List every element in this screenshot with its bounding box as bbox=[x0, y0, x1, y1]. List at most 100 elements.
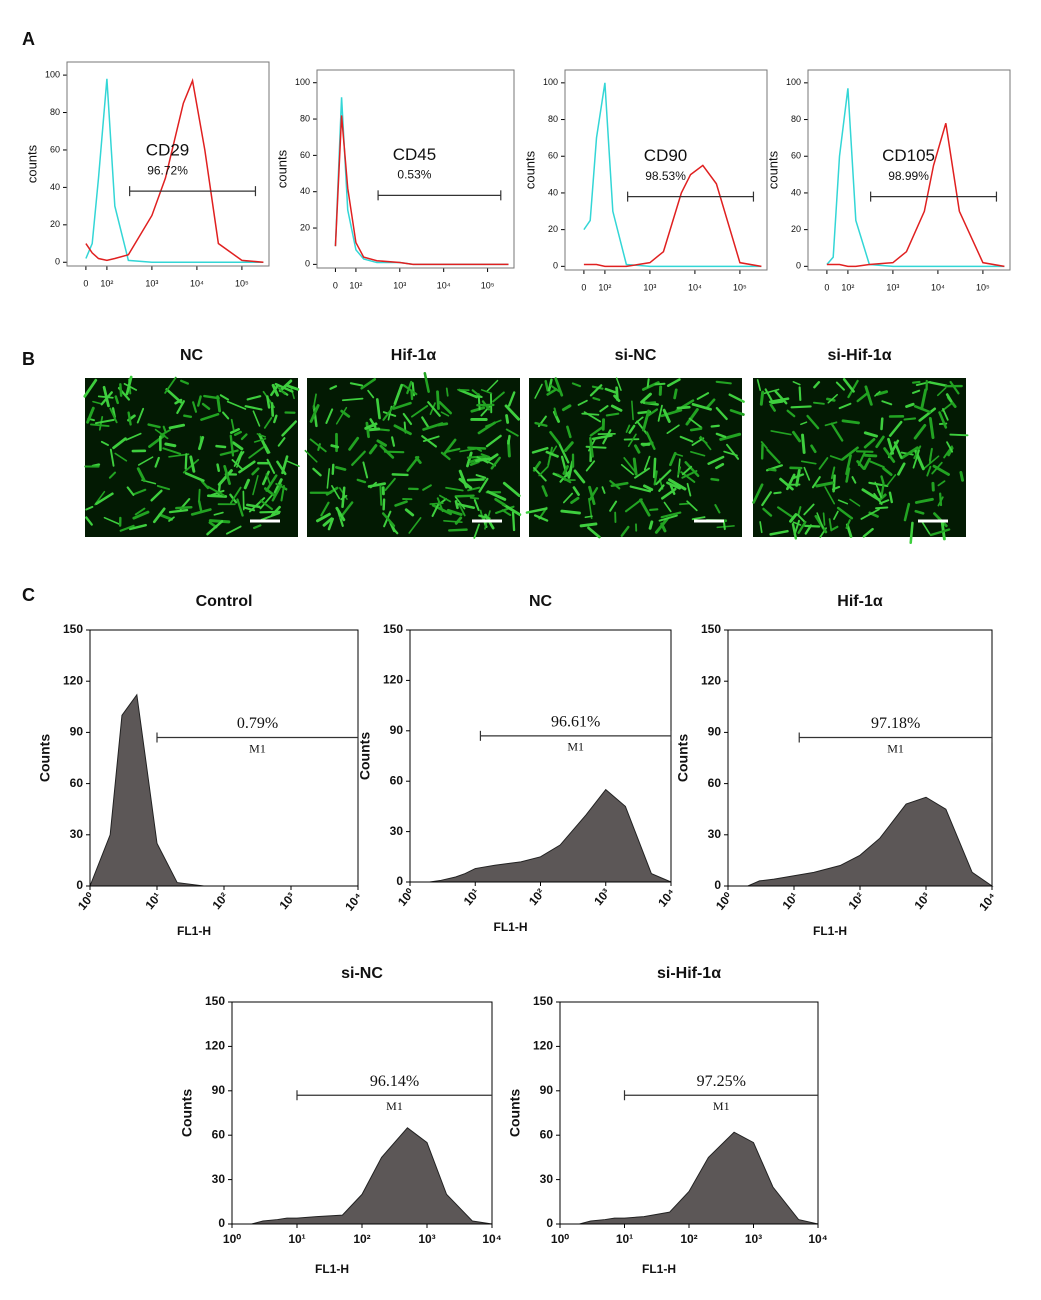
cell bbox=[660, 511, 682, 519]
y-axis-label: counts bbox=[24, 144, 39, 183]
cell bbox=[469, 460, 480, 466]
cell bbox=[486, 490, 507, 501]
cell bbox=[176, 400, 185, 415]
cell bbox=[649, 508, 659, 512]
cell bbox=[773, 491, 782, 495]
histogram-line bbox=[826, 88, 1005, 268]
cell bbox=[422, 422, 444, 431]
cell bbox=[248, 446, 265, 459]
cell bbox=[903, 502, 911, 522]
cell bbox=[654, 382, 666, 386]
cell bbox=[315, 512, 331, 523]
cell bbox=[83, 378, 98, 398]
cell bbox=[335, 465, 347, 471]
cell bbox=[554, 377, 564, 397]
cell bbox=[126, 486, 135, 496]
cell bbox=[863, 438, 876, 449]
micrograph bbox=[529, 378, 742, 537]
cell bbox=[779, 477, 794, 491]
y-tick-label: 90 bbox=[212, 1083, 226, 1097]
y-tick-label: 30 bbox=[540, 1172, 554, 1186]
cell bbox=[123, 382, 138, 391]
gate-name: M1 bbox=[567, 740, 584, 754]
cell bbox=[469, 496, 480, 500]
cell bbox=[438, 400, 453, 415]
cell bbox=[657, 404, 663, 422]
cell bbox=[827, 393, 838, 404]
cell bbox=[459, 447, 479, 453]
cell bbox=[584, 515, 593, 519]
y-tick-label: 0 bbox=[55, 257, 60, 267]
cell bbox=[458, 477, 473, 490]
cell bbox=[803, 466, 811, 481]
cell bbox=[164, 376, 177, 394]
cell bbox=[546, 388, 558, 396]
cell bbox=[340, 409, 351, 418]
cell bbox=[134, 507, 146, 516]
cell bbox=[410, 405, 429, 418]
cell bbox=[589, 436, 594, 458]
cell bbox=[253, 437, 267, 443]
cell bbox=[466, 478, 485, 482]
cell bbox=[147, 423, 161, 429]
y-tick-label: 0 bbox=[553, 261, 558, 271]
cell bbox=[949, 380, 960, 395]
cell bbox=[913, 445, 922, 460]
cell bbox=[818, 457, 829, 470]
cell bbox=[184, 453, 188, 470]
x-tick-label: 10² bbox=[209, 890, 231, 912]
cell bbox=[198, 488, 201, 503]
cell bbox=[707, 455, 725, 465]
cell bbox=[132, 510, 150, 520]
cell bbox=[716, 525, 735, 529]
panel-label: B bbox=[22, 349, 35, 369]
cell bbox=[921, 521, 931, 535]
plot-frame bbox=[316, 69, 515, 269]
image-title: si-NC bbox=[615, 347, 657, 364]
cell bbox=[440, 451, 451, 461]
cell bbox=[534, 383, 543, 399]
cell bbox=[875, 390, 889, 396]
cell bbox=[304, 449, 318, 463]
cell bbox=[585, 445, 607, 449]
y-tick-label: 20 bbox=[300, 222, 310, 232]
y-tick-label: 30 bbox=[212, 1172, 226, 1186]
y-tick-label: 0 bbox=[546, 1216, 553, 1230]
cell bbox=[492, 391, 505, 403]
x-tick-label: 10⁰ bbox=[223, 1232, 241, 1246]
cell bbox=[629, 485, 652, 493]
y-tick-label: 60 bbox=[50, 144, 60, 154]
cell bbox=[801, 433, 806, 454]
cell bbox=[277, 387, 286, 395]
cell bbox=[259, 499, 273, 511]
cell bbox=[769, 403, 776, 412]
cell bbox=[505, 414, 510, 424]
cell bbox=[798, 386, 802, 402]
cell bbox=[219, 449, 239, 456]
y-tick-label: 100 bbox=[786, 77, 801, 87]
cell bbox=[150, 489, 163, 502]
cell bbox=[715, 432, 727, 439]
cell bbox=[620, 525, 630, 537]
cell bbox=[640, 392, 652, 404]
cell bbox=[538, 465, 549, 477]
cell bbox=[813, 381, 821, 389]
cell bbox=[525, 507, 548, 514]
cell bbox=[936, 387, 947, 397]
cell bbox=[938, 411, 948, 429]
cell bbox=[715, 406, 728, 421]
gate-percent: 97.25% bbox=[697, 1073, 746, 1090]
cell bbox=[364, 422, 378, 430]
cell bbox=[610, 481, 629, 488]
cell bbox=[381, 512, 396, 528]
cell bbox=[485, 379, 499, 393]
cell bbox=[861, 488, 880, 501]
cell bbox=[842, 378, 855, 393]
x-tick-label: 10² bbox=[680, 1232, 697, 1246]
cell bbox=[623, 457, 637, 474]
histogram-line bbox=[826, 123, 1005, 268]
cell bbox=[109, 448, 115, 467]
y-tick-label: 30 bbox=[390, 824, 404, 838]
cell bbox=[674, 452, 684, 457]
y-axis-label: Counts bbox=[37, 734, 53, 782]
